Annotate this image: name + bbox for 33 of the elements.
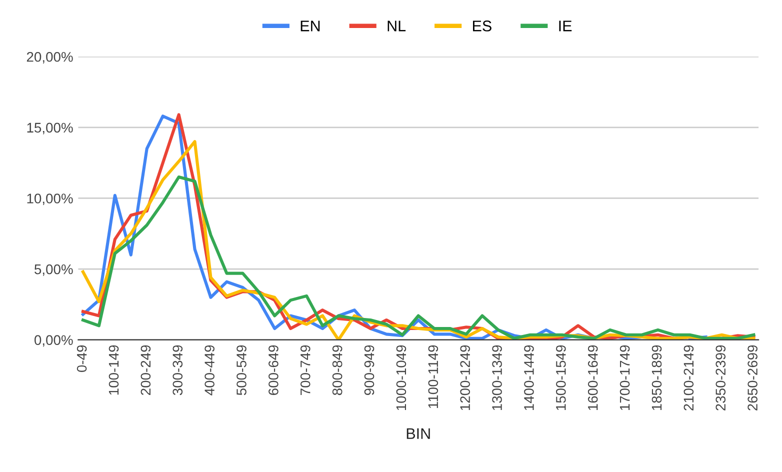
y-tick-label: 20,00% [26,52,73,64]
x-tick-label: 1100-1149 [428,345,438,408]
x-tick-label: 500-549 [236,345,246,396]
legend-label: IE [559,20,572,32]
x-tick-label: 2350-2399 [716,345,726,410]
x-tick-label: 900-949 [364,345,374,396]
line-series [81,175,756,340]
x-tick-label: 300-349 [172,345,183,396]
x-tick-label: 1400-1449 [524,345,534,410]
x-tick-label: 200-249 [140,345,151,395]
y-tick-label: 5,00% [34,264,73,276]
x-tick-label: 2650-2699 [748,345,758,410]
legend-label: ES [473,20,492,32]
legend-label: EN [300,20,320,32]
x-tick-label: 100-149 [108,345,119,395]
x-tick-label: 1600-1649 [588,345,598,410]
y-tick-label: 15,00% [27,122,73,134]
x-tick-label: 1300-1349 [492,345,502,410]
legend-label: NL [388,20,406,32]
x-tick-label: 2100-2149 [684,345,694,410]
x-tick-label: 600-649 [268,345,278,395]
x-axis-title: BIN [406,428,430,439]
x-tick-label: 700-749 [300,345,310,395]
x-tick-label: 1850-1899 [652,345,662,410]
y-tick-label: 0,00% [34,335,73,347]
x-tick-label: 1000-1049 [396,345,406,410]
x-tick-label: 400-449 [204,345,214,396]
x-tick-label: 1700-1749 [620,345,630,410]
y-tick-label: 10,00% [27,194,73,206]
x-tick-label: 800-849 [332,345,342,396]
x-tick-label: 1500-1549 [556,345,566,410]
x-tick-label: 0-49 [76,345,87,372]
x-tick-label: 1200-1249 [460,345,470,410]
